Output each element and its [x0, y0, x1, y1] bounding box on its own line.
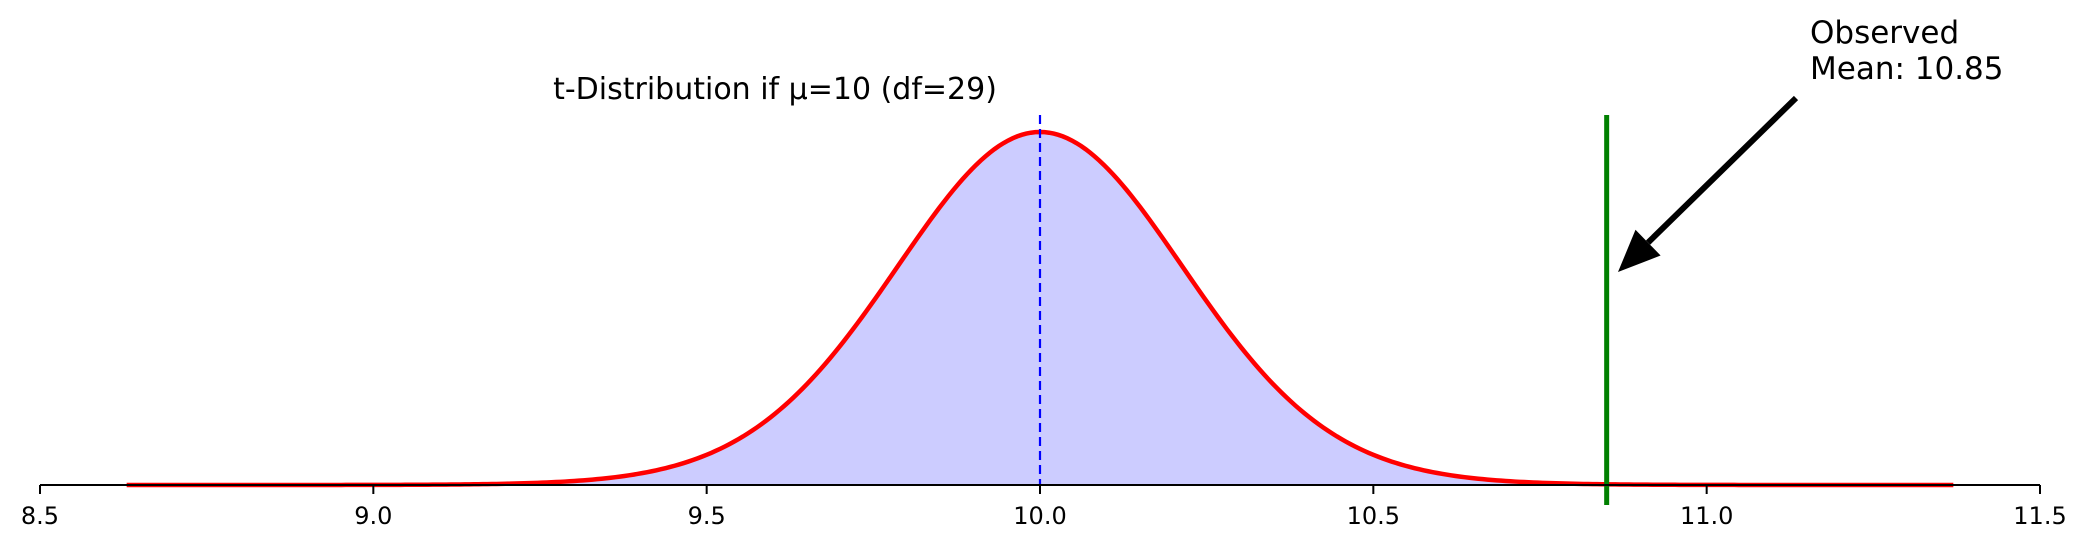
- x-axis-ticks: 8.5 9.0 9.5 10.0 10.5 11.0 11.5: [21, 485, 2067, 530]
- x-tick-label: 11.5: [2013, 502, 2066, 530]
- annotation-text: Observed Mean: 10.85: [1810, 15, 2004, 87]
- chart-title: t-Distribution if μ=10 (df=29): [553, 72, 997, 107]
- annotation-arrow-head: [1618, 229, 1661, 272]
- x-tick-label: 11.0: [1680, 502, 1733, 530]
- x-tick-label: 9.5: [688, 502, 726, 530]
- shaded-region: [419, 131, 1661, 486]
- x-tick-label: 8.5: [21, 502, 59, 530]
- x-tick-label: 9.0: [354, 502, 392, 530]
- observed-mean-annotation: Observed Mean: 10.85: [1618, 15, 2004, 272]
- x-tick-label: 10.5: [1347, 502, 1400, 530]
- plot-area: 8.5 9.0 9.5 10.0 10.5 11.0 11.5 Observed Mean: …: [21, 15, 2067, 530]
- annotation-line: Observed: [1810, 15, 1959, 51]
- annotation-arrow-shaft: [1645, 95, 1799, 245]
- annotation-line: Mean: 10.85: [1810, 51, 2004, 87]
- x-tick-label: 10.0: [1013, 502, 1066, 530]
